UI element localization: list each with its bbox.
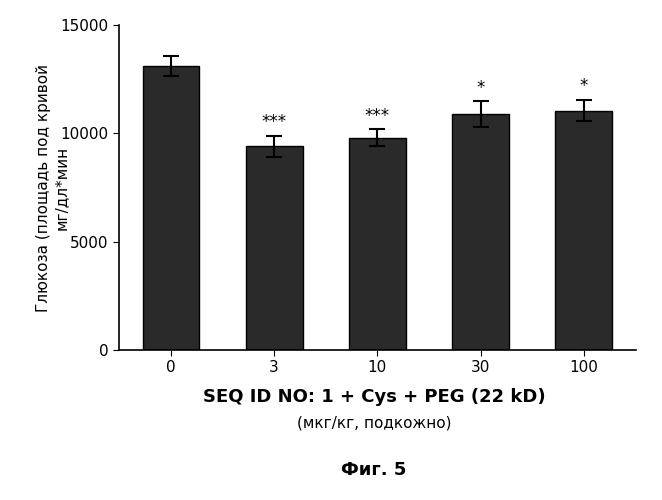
Bar: [555, 110, 612, 350]
Text: *: *: [477, 78, 485, 96]
Bar: [349, 138, 406, 350]
Text: Фиг. 5: Фиг. 5: [342, 461, 406, 479]
Bar: [452, 114, 509, 350]
Bar: [142, 66, 199, 350]
Text: ***: ***: [261, 113, 287, 131]
Y-axis label: Глюкоза (площадь под кривой
мг/дл*мин: Глюкоза (площадь под кривой мг/дл*мин: [36, 64, 68, 312]
Bar: [246, 146, 303, 350]
Text: *: *: [579, 78, 588, 96]
Text: ***: ***: [365, 106, 390, 124]
Text: (мкг/кг, подкожно): (мкг/кг, подкожно): [297, 415, 451, 430]
Text: SEQ ID NO: 1 + Cys + PEG (22 kD): SEQ ID NO: 1 + Cys + PEG (22 kD): [203, 388, 545, 406]
